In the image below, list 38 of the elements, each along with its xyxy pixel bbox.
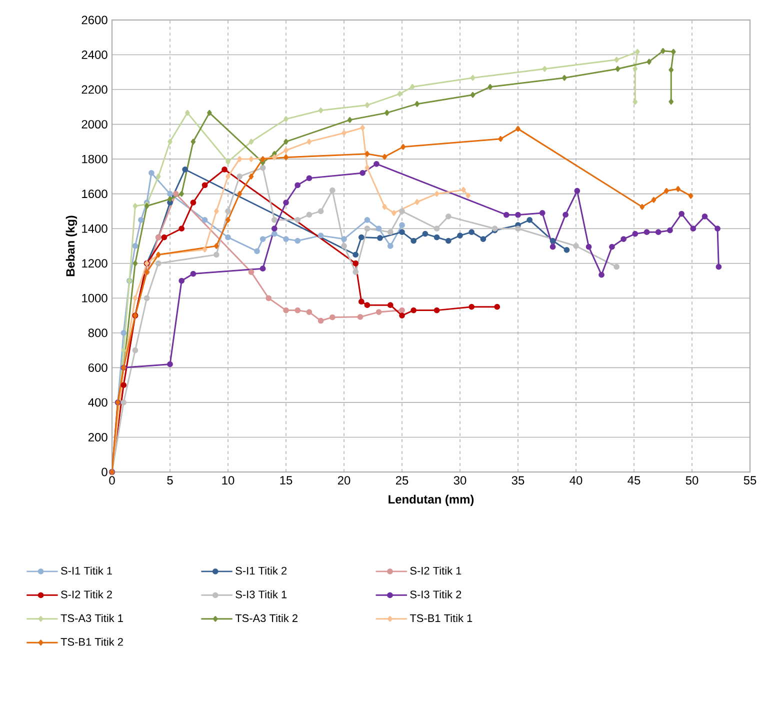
x-tick-label: 35 [512, 476, 524, 485]
legend-label: S-I2 Titik 1 [410, 566, 462, 575]
y-tick-label: 1000 [82, 294, 108, 302]
legend-label: TS-B1 Titik 2 [60, 638, 123, 646]
legend-label: S-I3 Titik 2 [410, 590, 462, 598]
y-tick-label: 2200 [82, 85, 108, 94]
y-tick-label: 400 [88, 398, 108, 407]
legend-label: TS-B1 Titik 1 [410, 614, 472, 622]
y-tick-label: 2600 [82, 16, 108, 24]
x-tick-label: 50 [686, 476, 698, 485]
x-tick-label: 45 [628, 476, 640, 485]
y-tick-label: 2000 [82, 120, 108, 129]
legend-label: TS-A3 Titik 2 [235, 614, 298, 622]
y-tick-label: 2400 [82, 50, 108, 59]
y-axis-title: Beban (kg) [66, 216, 78, 276]
x-tick-label: 10 [222, 476, 234, 485]
x-tick-label: 30 [454, 476, 466, 485]
x-tick-label: 20 [338, 476, 350, 485]
y-tick-label: 1800 [82, 154, 108, 164]
y-tick-label: 200 [88, 432, 108, 442]
legend-label: TS-A3 Titik 1 [60, 614, 123, 622]
y-tick-label: 1600 [82, 190, 108, 198]
x-tick-label: 25 [396, 476, 408, 485]
legend-label: S-I1 Titik 2 [236, 566, 287, 575]
y-tick-label: 1200 [82, 259, 108, 268]
x-tick-label: 40 [570, 476, 582, 485]
legend-label: S-I3 Titik 1 [236, 590, 287, 598]
y-tick-label: 800 [88, 328, 108, 338]
x-tick-label: 15 [280, 476, 292, 485]
legend-label: S-I1 Titik 1 [61, 566, 112, 575]
y-tick-label: 1400 [82, 224, 108, 233]
x-tick-label: 5 [167, 476, 173, 485]
y-tick-label: 600 [88, 363, 108, 372]
x-tick-label: 0 [109, 476, 115, 485]
y-tick-label: 0 [102, 468, 108, 476]
x-axis-title: Lendutan (mm) [388, 494, 474, 506]
legend-label: S-I2 Titik 2 [61, 590, 112, 598]
x-tick-label: 55 [744, 476, 756, 485]
